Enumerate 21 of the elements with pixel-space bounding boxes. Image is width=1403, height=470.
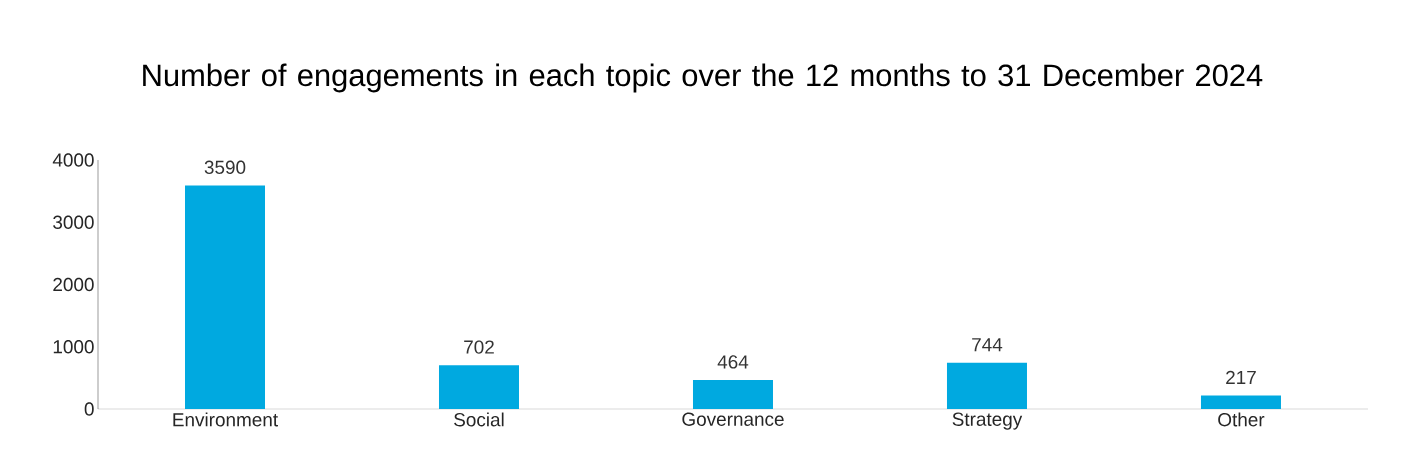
chart-title: Number of engagements in each topic over the 12 months to 31 December 2024 — [143, 63, 1263, 93]
y-tick-label: 1000 — [53, 340, 94, 354]
x-tick-label: Strategy — [952, 412, 1023, 430]
x-tick-label: Other — [1218, 412, 1265, 427]
y-tick-label: 0 — [84, 402, 94, 416]
data-label: 702 — [464, 340, 494, 354]
x-tick-label: Governance — [682, 412, 784, 426]
data-label: 744 — [972, 338, 1003, 352]
bar — [692, 380, 773, 409]
data-label: 217 — [1226, 370, 1256, 384]
data-label: 3590 — [204, 160, 246, 174]
x-tick-label: Environment — [173, 412, 278, 427]
y-tick-label: 3000 — [53, 215, 94, 229]
bar — [185, 185, 265, 409]
data-label: 464 — [717, 355, 749, 369]
bar — [1200, 395, 1281, 409]
bar — [438, 365, 519, 409]
y-tick-label: 4000 — [52, 153, 94, 167]
x-tick-label: Social — [454, 412, 504, 427]
bar — [946, 362, 1027, 409]
y-tick-label: 2000 — [53, 277, 94, 292]
